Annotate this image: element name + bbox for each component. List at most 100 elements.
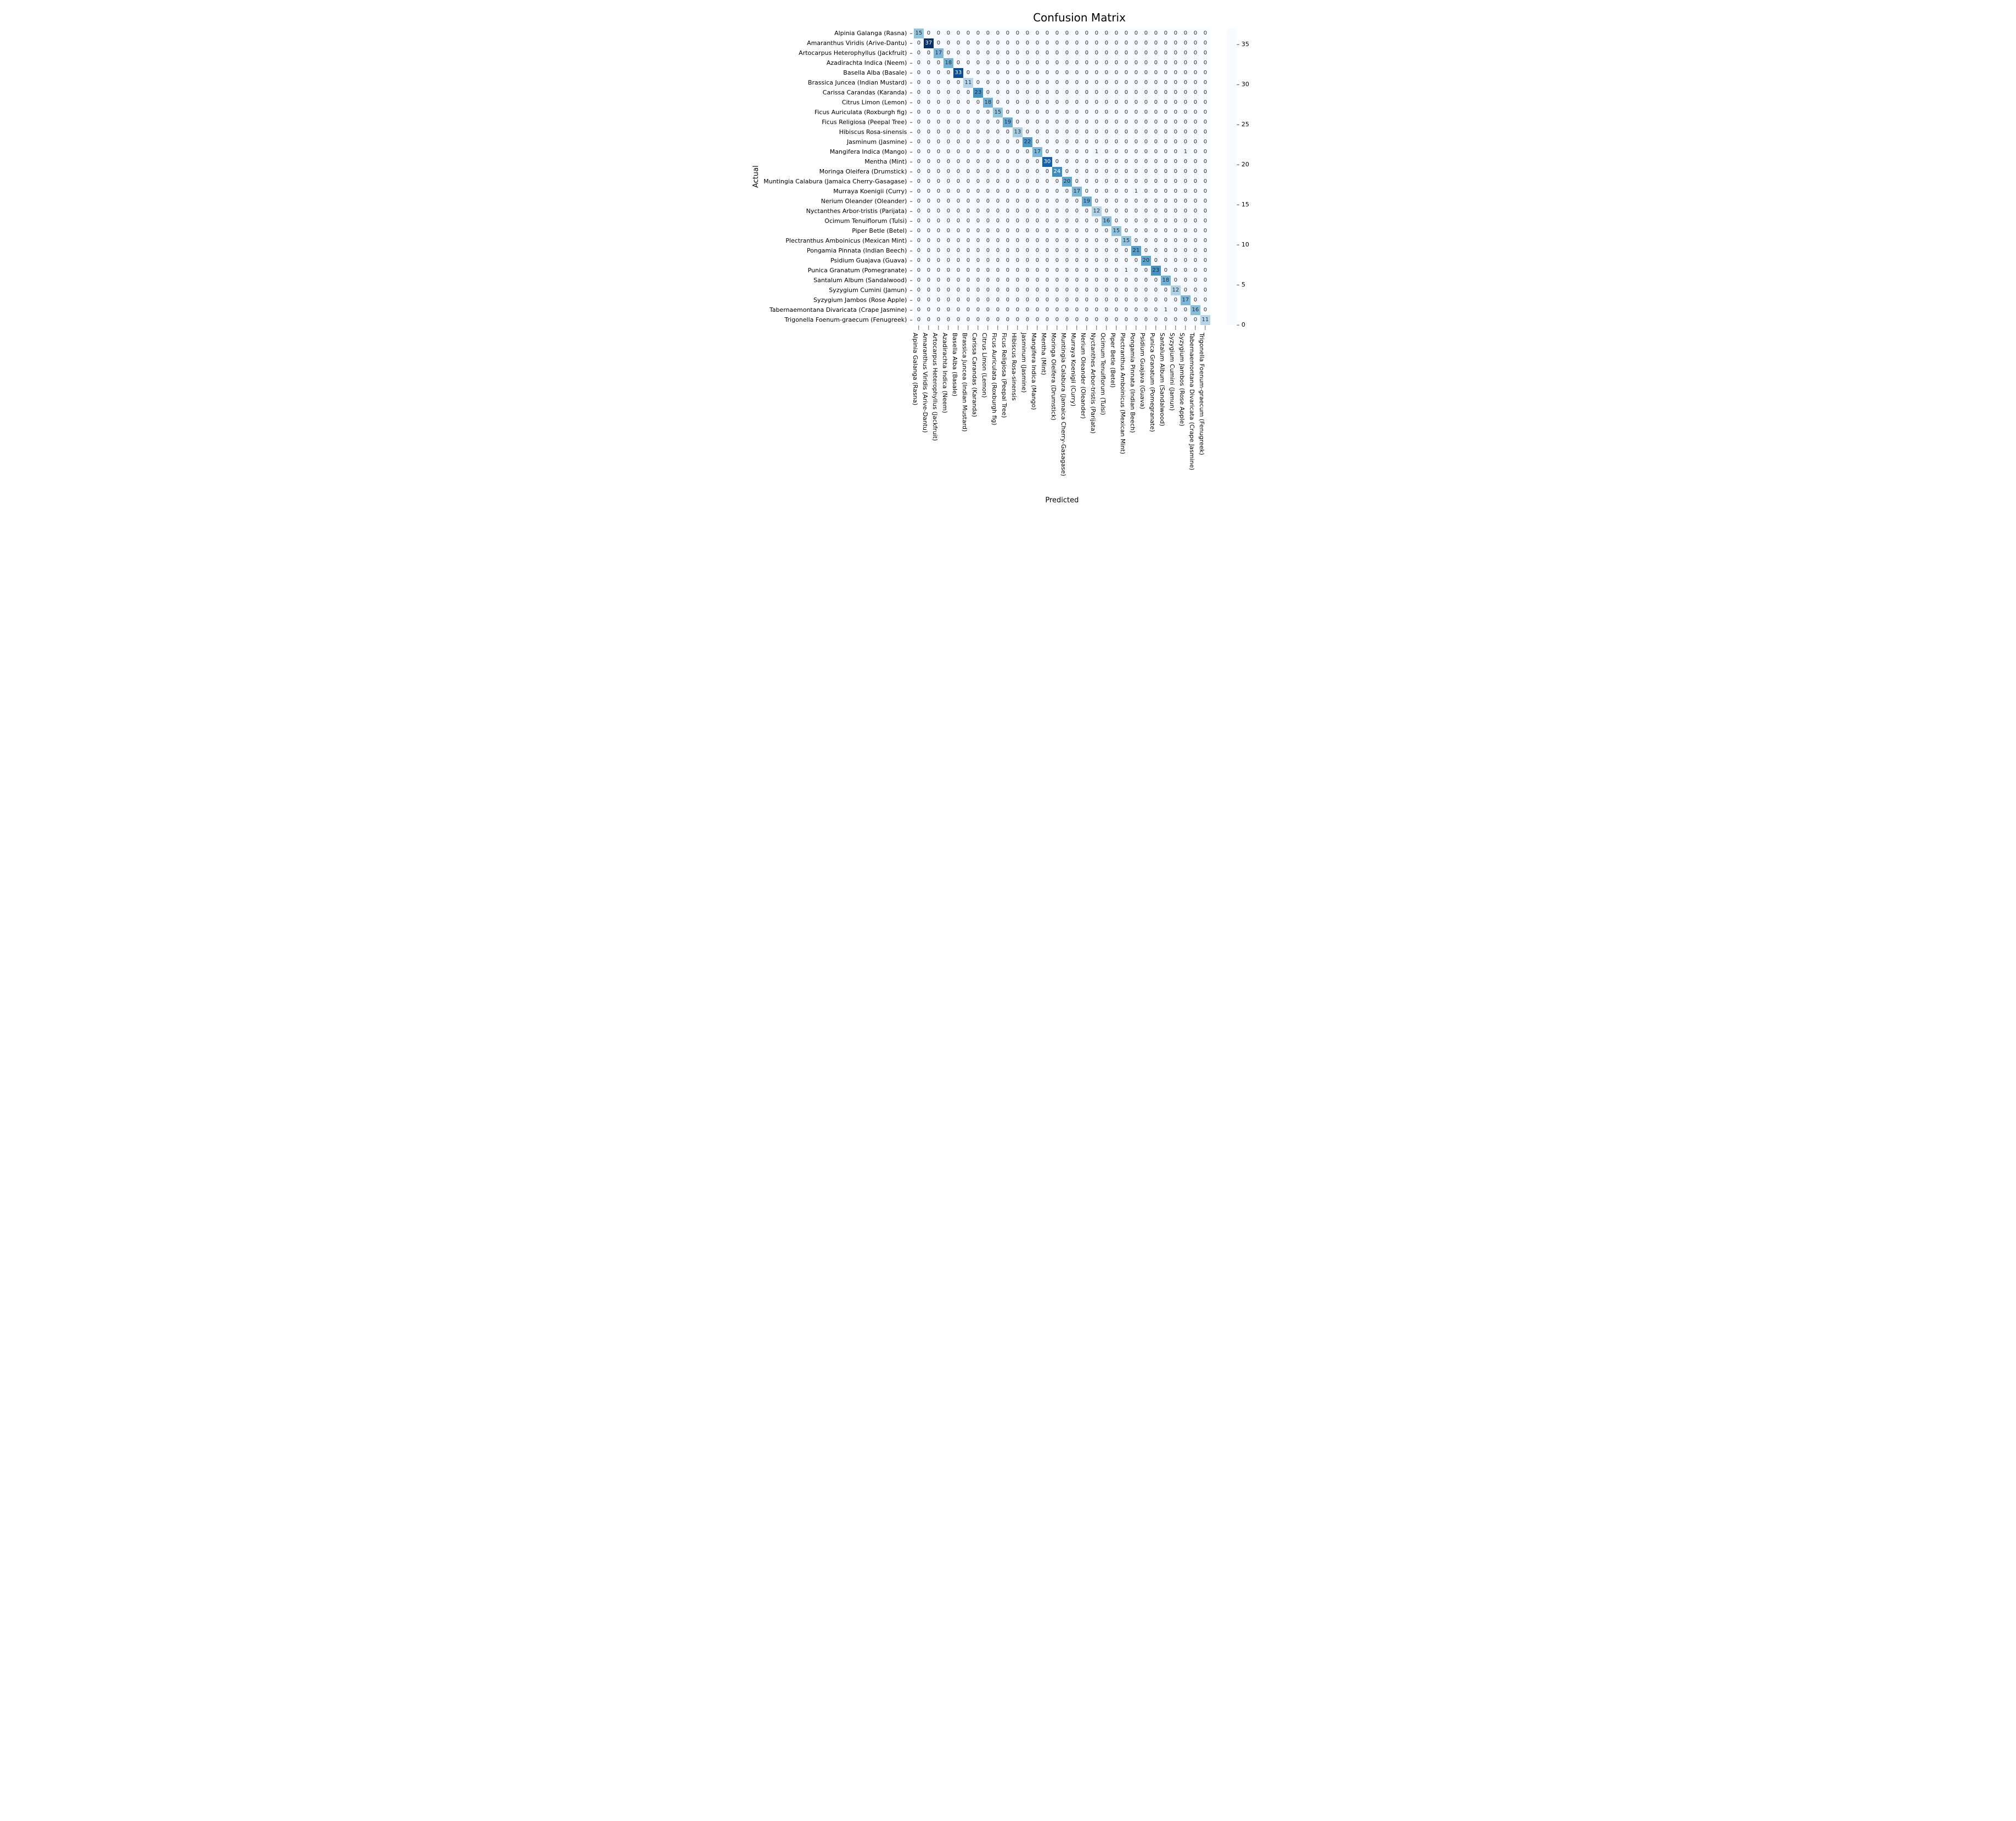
heatmap-cell: 0 [1003,206,1013,216]
y-tick-mark: – [909,29,914,38]
heatmap-cell: 0 [1003,157,1013,167]
heatmap-cell: 1 [1121,266,1131,276]
heatmap-cell: 0 [1072,98,1082,108]
heatmap-cell: 0 [1042,236,1052,246]
heatmap-cell: 0 [1141,285,1151,295]
heatmap-cell: 0 [1102,137,1111,147]
heatmap-cell: 0 [983,276,993,285]
heatmap-cell: 0 [924,147,934,157]
heatmap-cell: 17 [934,48,944,58]
heatmap-cell: 0 [953,206,963,216]
heatmap-cell: 0 [1042,285,1052,295]
heatmap-cell: 0 [983,305,993,315]
heatmap-cell: 0 [924,117,934,127]
heatmap-cell: 1 [1131,187,1141,197]
x-tick-label: Punica Granatum (Pomegranate) [1149,333,1156,432]
heatmap-cell: 0 [1151,58,1161,68]
heatmap-cell: 0 [1013,137,1023,147]
heatmap-cell: 0 [1121,147,1131,157]
heatmap-cell: 0 [1023,246,1032,256]
heatmap-cell: 0 [1003,137,1013,147]
heatmap-cell: 0 [1161,197,1171,206]
heatmap-cell: 0 [1032,246,1042,256]
heatmap-cell: 0 [1082,256,1092,266]
heatmap-cell: 0 [1042,78,1052,88]
heatmap-cell: 0 [934,246,944,256]
heatmap-cell: 0 [1161,285,1171,295]
heatmap-cell: 0 [914,157,924,167]
heatmap-cell: 0 [1200,29,1210,38]
heatmap-cell: 0 [1111,88,1121,98]
heatmap-cell: 0 [1111,108,1121,117]
heatmap-cell: 0 [934,117,944,127]
heatmap-cell: 0 [1042,187,1052,197]
heatmap-cell: 0 [963,157,973,167]
heatmap-cell: 0 [1111,285,1121,295]
heatmap-cell: 0 [1003,315,1013,325]
heatmap-cell: 0 [1042,167,1052,177]
heatmap-cell: 0 [914,216,924,226]
heatmap-cell: 0 [953,315,963,325]
heatmap-cell: 0 [1102,197,1111,206]
heatmap-cell: 0 [1181,137,1190,147]
x-tick-label: Piper Betle (Betel) [1109,333,1116,388]
heatmap-cell: 0 [914,177,924,187]
heatmap-cell: 0 [914,236,924,246]
heatmap-cell: 0 [993,226,1003,236]
heatmap-cell: 0 [1102,117,1111,127]
heatmap-cell: 0 [1032,58,1042,68]
heatmap-cell: 0 [1181,167,1190,177]
heatmap-cell: 0 [1092,276,1102,285]
heatmap-cell: 0 [1131,305,1141,315]
heatmap-cell: 0 [944,157,953,167]
heatmap-cell: 0 [934,266,944,276]
heatmap-cell: 0 [963,236,973,246]
heatmap-cell: 0 [1121,48,1131,58]
heatmap-cell: 0 [1141,78,1151,88]
heatmap-cell: 0 [1082,98,1092,108]
heatmap-cell: 0 [1200,98,1210,108]
heatmap-cell: 0 [944,137,953,147]
heatmap-cell: 0 [1032,167,1042,177]
heatmap-cell: 0 [1131,127,1141,137]
heatmap-cell: 20 [1141,256,1151,266]
heatmap-cell: 0 [1200,58,1210,68]
heatmap-cell: 0 [1052,315,1062,325]
heatmap-cell: 0 [934,68,944,78]
heatmap-cell: 0 [1141,48,1151,58]
heatmap-cell: 0 [1082,226,1092,236]
heatmap-cell: 0 [1082,276,1092,285]
heatmap-cell: 0 [934,256,944,266]
heatmap-cell: 0 [1062,137,1072,147]
heatmap-cell: 0 [924,285,934,295]
heatmap-cell: 0 [934,216,944,226]
heatmap-cell: 0 [1072,295,1082,305]
heatmap-cell: 0 [1102,147,1111,157]
heatmap-cell: 0 [1013,206,1023,216]
y-tick-label: Basella Alba (Basale) [763,68,909,78]
heatmap-cell: 0 [993,127,1003,137]
heatmap-cell: 0 [1092,216,1102,226]
heatmap-cell: 0 [1141,108,1151,117]
y-tick-label: Piper Betle (Betel) [763,226,909,236]
heatmap-cell: 0 [1013,68,1023,78]
heatmap-cell: 0 [1131,157,1141,167]
heatmap-cell: 0 [1141,38,1151,48]
heatmap-cell: 0 [1072,256,1082,266]
heatmap-cell: 0 [934,206,944,216]
heatmap-cell: 0 [1082,108,1092,117]
heatmap-cell: 0 [1190,29,1200,38]
heatmap-cell: 0 [1141,177,1151,187]
heatmap-cell: 0 [963,256,973,266]
heatmap-cell: 0 [1023,206,1032,216]
heatmap-cell: 0 [1052,98,1062,108]
heatmap-cell: 0 [1042,305,1052,315]
heatmap-cell: 0 [1023,48,1032,58]
heatmap-cell: 0 [1052,276,1062,285]
heatmap-cell: 0 [1062,58,1072,68]
heatmap-cell: 0 [914,38,924,48]
heatmap-cell: 0 [1042,147,1052,157]
heatmap-cell: 0 [934,276,944,285]
heatmap-cell: 0 [1023,236,1032,246]
heatmap-cell: 0 [1161,246,1171,256]
